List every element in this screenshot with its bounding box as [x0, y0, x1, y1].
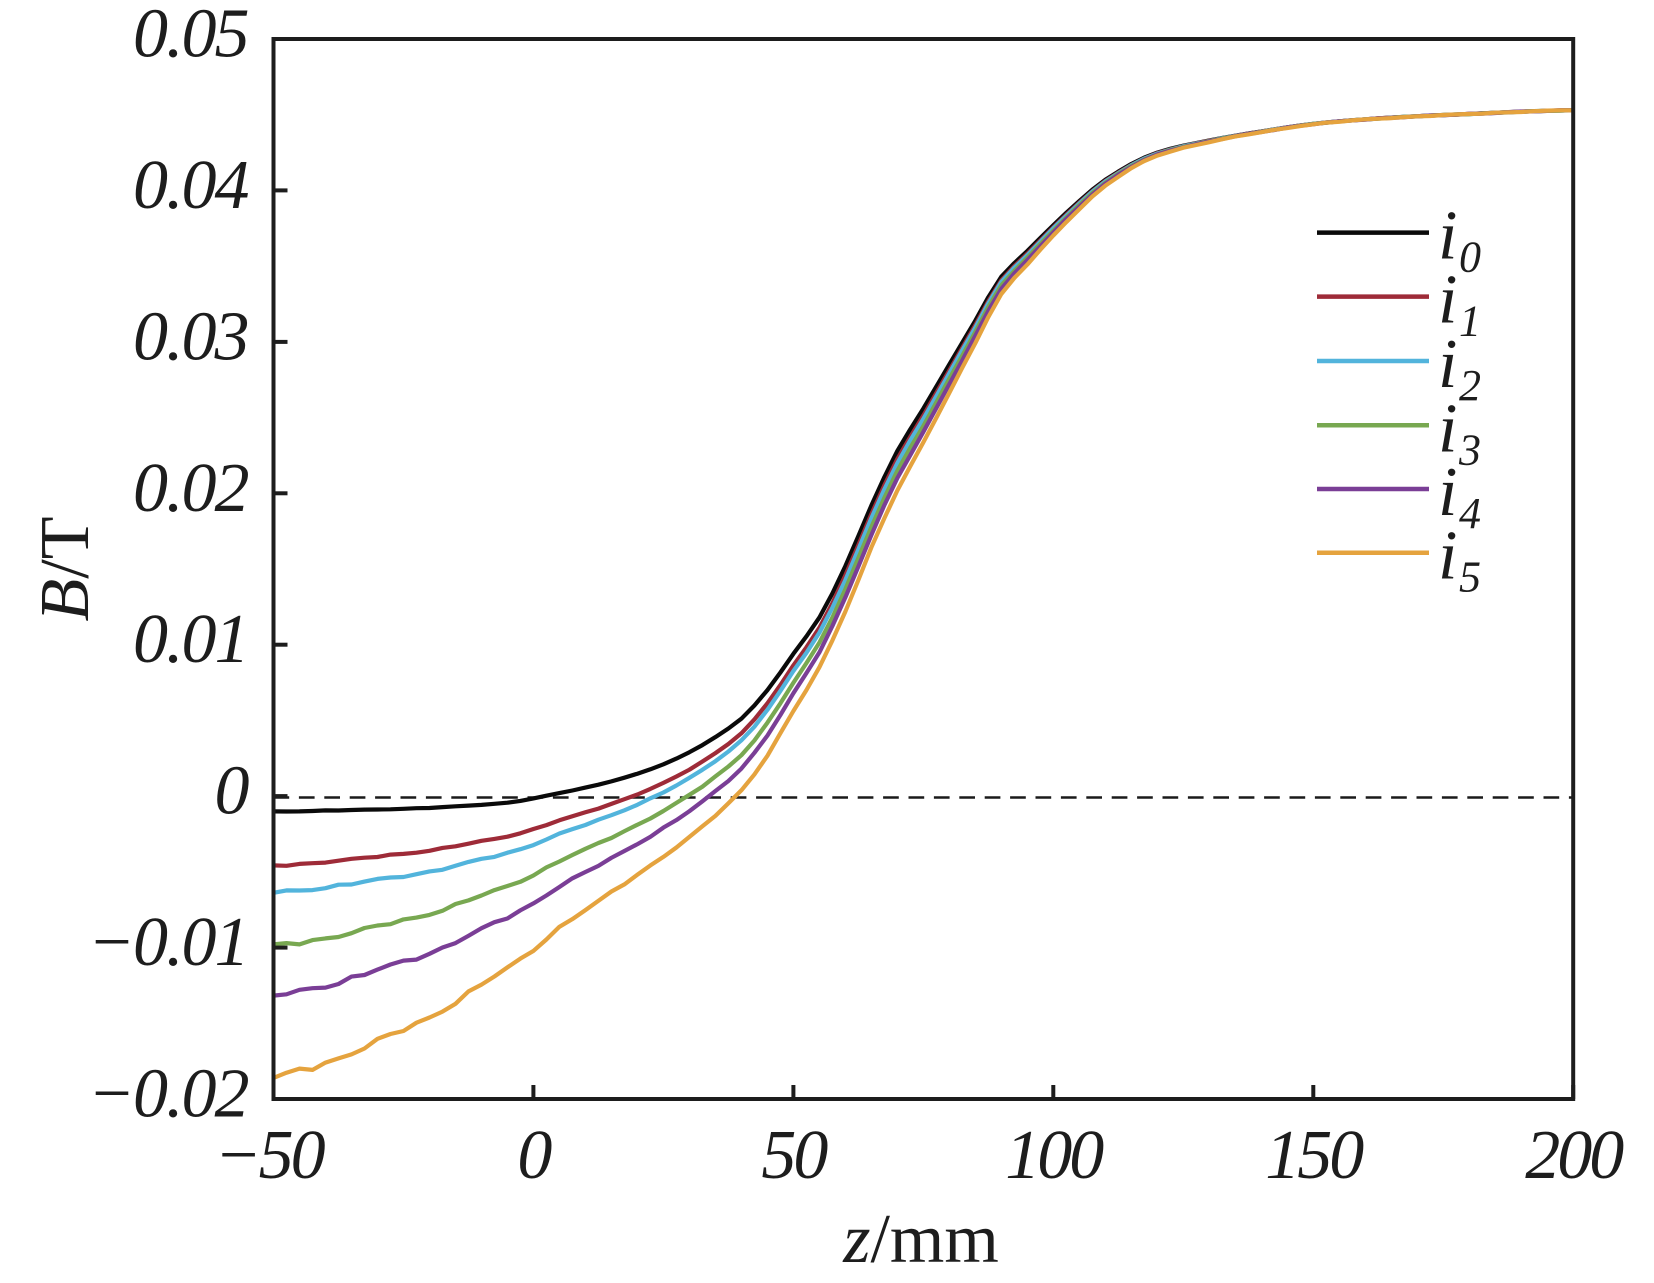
svg-text:0: 0 — [215, 753, 250, 830]
svg-text:0.05: 0.05 — [133, 0, 248, 73]
svg-text:z/mm: z/mm — [842, 1201, 999, 1278]
svg-text:0.03: 0.03 — [133, 298, 248, 375]
svg-text:50: 50 — [761, 1117, 828, 1194]
svg-text:0.02: 0.02 — [133, 450, 249, 527]
svg-text:−0.01: −0.01 — [88, 904, 248, 981]
svg-text:0.04: 0.04 — [133, 147, 249, 224]
svg-text:150: 150 — [1265, 1117, 1364, 1194]
svg-text:i: i — [1438, 262, 1457, 339]
svg-text:0: 0 — [1459, 233, 1481, 282]
svg-text:2: 2 — [1459, 361, 1481, 410]
svg-text:0: 0 — [517, 1117, 552, 1194]
svg-text:−0.02: −0.02 — [88, 1056, 249, 1133]
svg-text:−50: −50 — [214, 1117, 325, 1194]
svg-text:i: i — [1438, 518, 1457, 595]
svg-text:i: i — [1438, 390, 1457, 467]
svg-text:i: i — [1438, 454, 1457, 531]
svg-text:4: 4 — [1459, 489, 1481, 538]
svg-text:0.01: 0.01 — [133, 601, 248, 678]
svg-text:1: 1 — [1459, 297, 1481, 346]
svg-text:5: 5 — [1459, 553, 1481, 602]
svg-text:B/T: B/T — [27, 517, 104, 622]
svg-text:3: 3 — [1458, 425, 1481, 474]
svg-text:100: 100 — [1005, 1117, 1104, 1194]
svg-text:i: i — [1438, 326, 1457, 403]
svg-text:200: 200 — [1525, 1117, 1624, 1194]
svg-text:i: i — [1438, 198, 1457, 275]
